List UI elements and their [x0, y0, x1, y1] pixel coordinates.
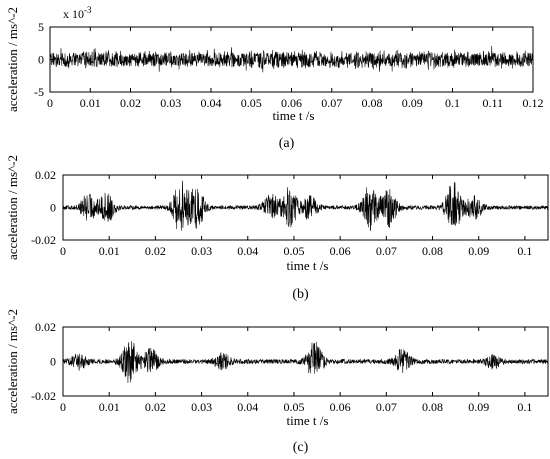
x-axis-label: time t /s [287, 413, 329, 428]
y-tick-label: 0.02 [35, 320, 56, 334]
y-tick-label: -0.02 [31, 233, 56, 247]
x-tick-label: 0.01 [99, 400, 120, 414]
y-tick-label: 0 [50, 201, 56, 215]
signal-trace [62, 341, 549, 383]
x-tick-label: 0.09 [402, 96, 423, 110]
x-tick-label: 0.05 [283, 400, 304, 414]
x-tick-label: 0.01 [99, 244, 120, 258]
x-tick-label: 0.06 [330, 400, 351, 414]
x-tick-label: 0.07 [321, 96, 342, 110]
x-tick-label: 0.08 [422, 400, 443, 414]
y-tick-label: 0 [50, 355, 56, 369]
x-tick-label: 0.02 [145, 244, 166, 258]
signal-trace [49, 46, 534, 73]
x-tick-label: 0.01 [80, 96, 101, 110]
x-tick-label: 0.11 [482, 96, 503, 110]
panel-caption: (b) [292, 287, 309, 302]
y-tick-label: -5 [34, 85, 44, 99]
x-tick-label: 0.09 [468, 400, 489, 414]
x-tick-label: 0.06 [281, 96, 302, 110]
x-tick-label: 0 [60, 400, 66, 414]
x-tick-label: 0.02 [145, 400, 166, 414]
x-tick-label: 0.03 [160, 96, 181, 110]
panel-c: 0 0.01 0.02 0.03 0.04 0.05 0.06 0.07 0.08 0.09 0.1… [5, 309, 549, 455]
y-axis-label: acceleration / ms^-2 [5, 155, 20, 260]
x-tick-label: 0.07 [376, 244, 397, 258]
x-tick-label: 0.06 [330, 244, 351, 258]
x-tick-label: 0.04 [201, 96, 222, 110]
x-tick-label: 0.03 [191, 244, 212, 258]
x-tick-label: 0.07 [376, 400, 397, 414]
x-tick-label: 0.02 [120, 96, 141, 110]
y-axis-label: acceleration / ms^-2 [5, 309, 20, 414]
signal-trace [62, 180, 549, 232]
x-tick-label: 0.1 [517, 244, 532, 258]
x-tick-label: 0.04 [237, 244, 258, 258]
y-axis-label: acceleration / ms^-2 [5, 7, 20, 112]
x-tick-label: 0.05 [241, 96, 262, 110]
x-axis-label: time t /s [287, 258, 329, 273]
x-tick-label: 0.08 [362, 96, 383, 110]
y-tick-label: -0.02 [31, 389, 56, 403]
panel-b: 0 0.01 0.02 0.03 0.04 0.05 0.06 0.07 0.08 0.09 0.1… [5, 155, 549, 302]
x-tick-label: 0.03 [191, 400, 212, 414]
panel-a: 0 0.01 0.02 0.03 0.04 0.05 0.06 0.07 0.08 0.09 0.1… [5, 5, 544, 151]
x-tick-label: 0.09 [468, 244, 489, 258]
x-axis-label: time t /s [273, 108, 315, 123]
panel-caption: (c) [293, 440, 309, 455]
panel-caption: (a) [279, 136, 295, 151]
x-tick-label: 0.05 [283, 244, 304, 258]
x-tick-label: 0 [60, 244, 66, 258]
x-tick-label: 0.1 [445, 96, 460, 110]
y-tick-label: 0.02 [35, 168, 56, 182]
x-tick-label: 0.12 [523, 96, 544, 110]
y-tick-label: 0 [38, 53, 44, 67]
x-tick-label: 0.1 [517, 400, 532, 414]
x-tick-label: 0.04 [237, 400, 258, 414]
y-tick-label: 5 [38, 20, 44, 34]
x-tick-label: 0.08 [422, 244, 443, 258]
y-exponent-label: x 10-3 [63, 5, 92, 21]
x-tick-label: 0 [47, 96, 53, 110]
